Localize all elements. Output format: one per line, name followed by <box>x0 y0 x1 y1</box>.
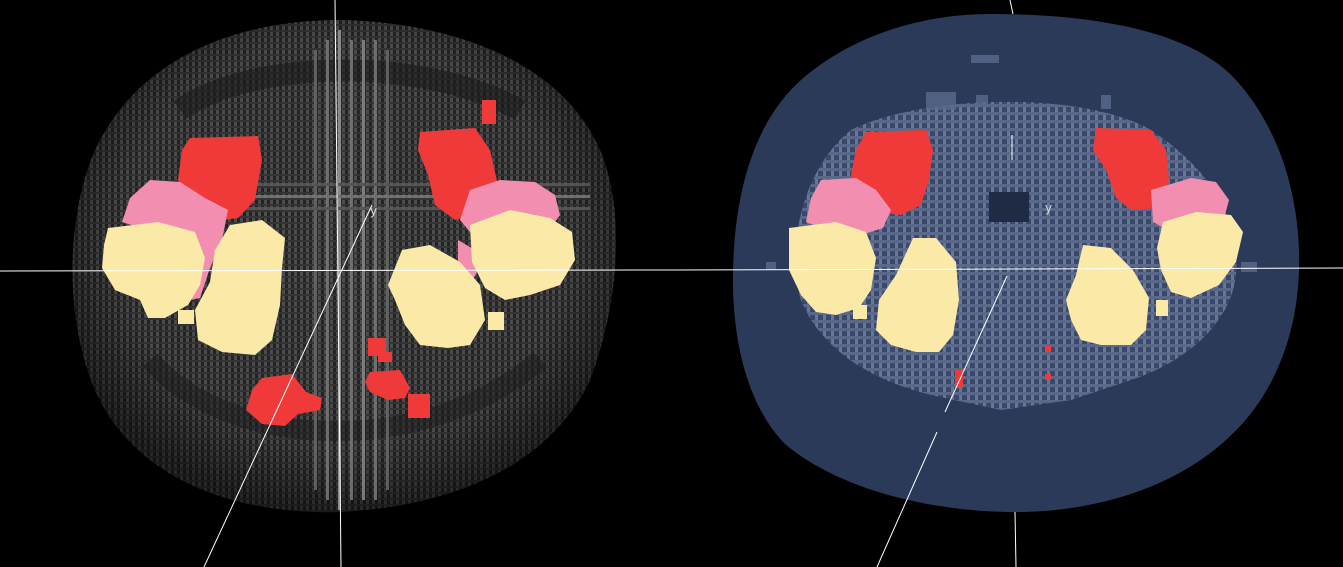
left-axis-y-label: y <box>370 204 377 218</box>
right-axis-y-label: y <box>1045 201 1052 215</box>
right-bone-regions <box>789 212 1243 352</box>
left-render: y <box>0 0 671 567</box>
left-axes <box>0 0 671 567</box>
right-render: y <box>671 0 1343 567</box>
left-3d-viewport[interactable]: y <box>0 0 671 567</box>
right-axes <box>671 0 1343 567</box>
right-3d-viewport[interactable]: y <box>671 0 1343 567</box>
